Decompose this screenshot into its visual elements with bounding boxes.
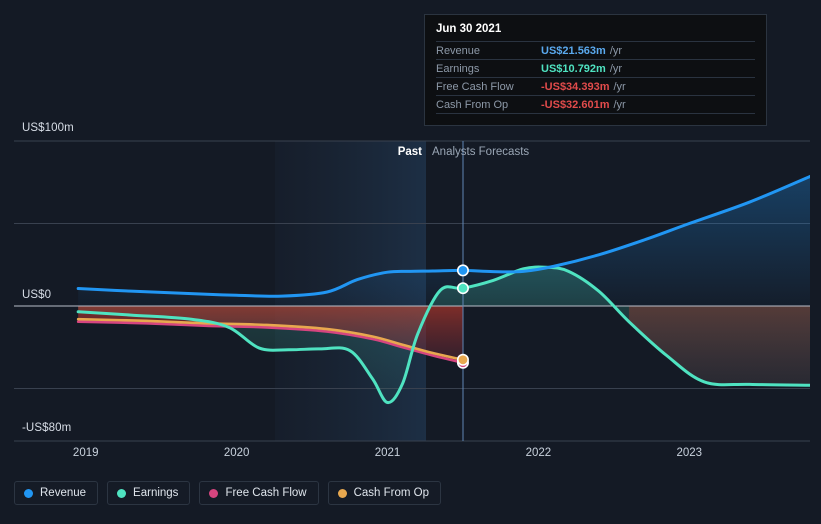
y-axis-label-zero: US$0 <box>22 289 52 301</box>
tooltip-row-label: Earnings <box>436 62 480 75</box>
legend-item-revenue[interactable]: Revenue <box>14 481 99 505</box>
tooltip-row-unit: /yr <box>609 44 623 57</box>
legend-color-dot-icon <box>209 488 219 498</box>
tooltip-row-unit: /yr <box>613 80 626 93</box>
legend-item-label: Earnings <box>133 487 179 499</box>
x-axis-tick-2019: 2019 <box>72 447 99 459</box>
gridlines <box>14 140 810 442</box>
legend-color-dot-icon <box>24 488 33 498</box>
x-axis-tick-2020: 2020 <box>223 447 250 459</box>
legend-color-dot-icon <box>337 488 347 498</box>
chart-legend[interactable]: Revenue Earnings Free Cash Flow Cash From O… <box>14 481 442 505</box>
tooltip-row-value: -US$32.601m/yr <box>541 98 626 111</box>
x-axis-tick-2021: 2021 <box>374 447 401 459</box>
tooltip-row-unit: /yr <box>613 98 626 111</box>
y-axis-label-bottom: -US$80m <box>22 422 72 434</box>
legend-color-dot-icon <box>117 488 127 498</box>
tooltip-row-label: Revenue <box>436 44 481 57</box>
analysts-forecasts-label: Analysts Forecasts <box>432 146 530 158</box>
tooltip-bottom-rule <box>436 113 755 119</box>
tooltip-rows: Revenue US$21.563m/yr Earnings US$10.792m/y… <box>436 41 755 113</box>
tooltip-row: Free Cash Flow -US$34.393m/yr <box>436 77 755 95</box>
series-areas <box>78 176 810 403</box>
data-point-markers[interactable] <box>456 264 469 369</box>
x-axis-tick-2023: 2023 <box>676 447 703 459</box>
tooltip-row: Revenue US$21.563m/yr <box>436 41 755 59</box>
legend-item-earnings[interactable]: Earnings <box>107 481 191 505</box>
series-lines <box>76 174 810 405</box>
tooltip-row: Cash From Op -US$32.601m/yr <box>436 95 755 113</box>
tooltip-row-label: Cash From Op <box>436 98 509 111</box>
past-label: Past <box>397 146 422 158</box>
legend-item-label: Free Cash Flow <box>225 487 307 499</box>
tooltip-row-value: US$10.792m/yr <box>541 62 623 75</box>
tooltip-row-label: Free Cash Flow <box>436 80 514 93</box>
legend-item-label: Revenue <box>40 487 87 499</box>
tooltip-row: Earnings US$10.792m/yr <box>436 59 755 77</box>
x-axis-tick-2022: 2022 <box>525 447 552 459</box>
tooltip-row-value: US$21.563m/yr <box>541 44 623 57</box>
tooltip-date: Jun 30 2021 <box>436 23 502 35</box>
legend-item-cash-from-op[interactable]: Cash From Op <box>327 481 442 505</box>
legend-item-label: Cash From Op <box>353 487 430 499</box>
legend-item-free-cash-flow[interactable]: Free Cash Flow <box>199 481 319 505</box>
tooltip-row-unit: /yr <box>609 62 623 75</box>
tooltip-row-value: -US$34.393m/yr <box>541 80 626 93</box>
y-axis-label-top: US$100m <box>22 122 74 134</box>
data-tooltip: Jun 30 2021 Revenue US$21.563m/yr Earnings… <box>424 14 767 126</box>
